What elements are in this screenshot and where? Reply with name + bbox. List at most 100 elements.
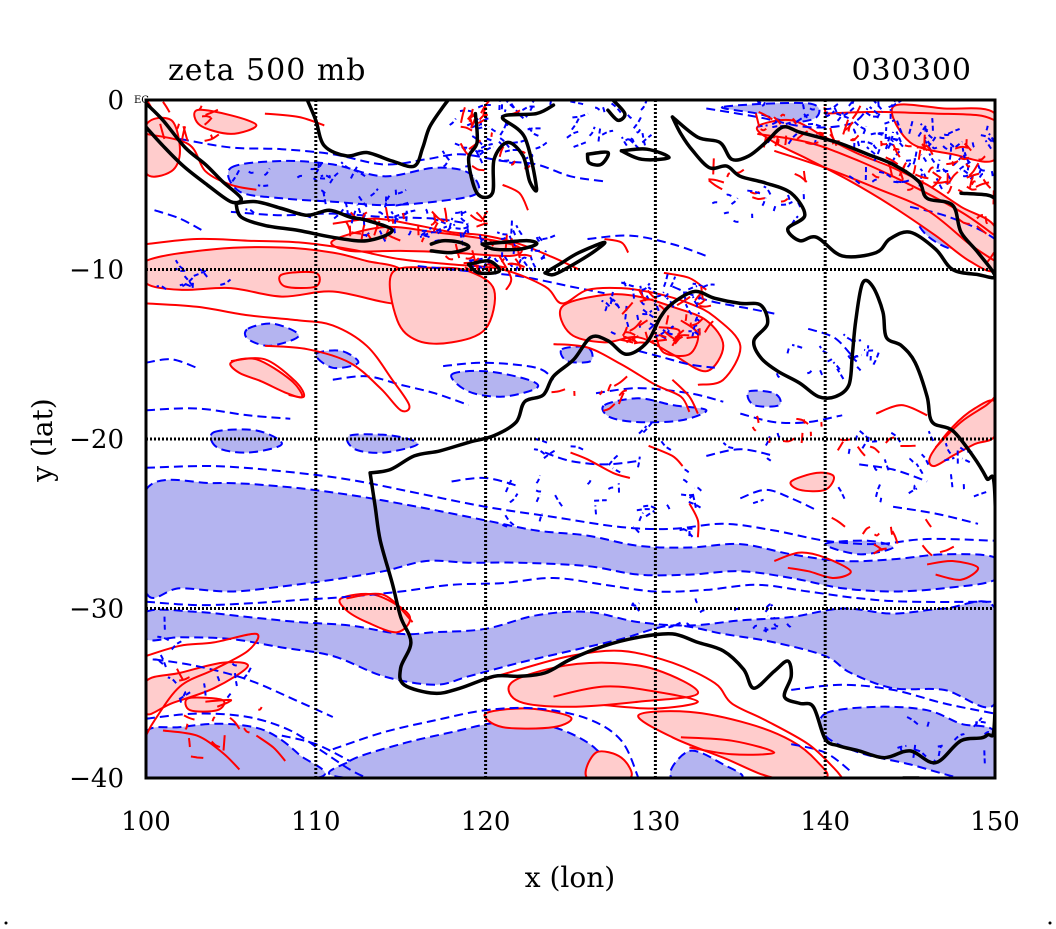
negative-noise-contour	[985, 125, 989, 131]
negative-noise-contour	[488, 125, 497, 133]
positive-noise-contour	[969, 176, 974, 188]
positive-contour-line	[346, 592, 414, 623]
negative-noise-contour	[682, 478, 688, 484]
negative-noise-contour	[694, 312, 701, 322]
negative-fill-region	[346, 433, 419, 454]
negative-noise-contour	[233, 670, 238, 687]
negative-noise-contour	[532, 248, 540, 252]
negative-contour-line	[807, 327, 852, 356]
negative-noise-contour	[638, 512, 644, 522]
positive-fill-region	[584, 750, 633, 778]
negative-noise-contour	[356, 193, 368, 208]
positive-contour-line	[255, 734, 286, 762]
negative-noise-contour	[917, 124, 928, 138]
negative-noise-contour	[954, 140, 963, 148]
positive-noise-contour	[847, 124, 851, 132]
negative-contour-line	[146, 358, 198, 369]
negative-noise-contour	[664, 290, 670, 298]
negative-noise-contour	[475, 151, 484, 164]
positive-noise-contour	[204, 133, 220, 142]
positive-noise-contour	[959, 156, 970, 161]
negative-noise-contour	[806, 368, 814, 375]
negative-noise-contour	[344, 202, 349, 216]
positive-noise-contour	[885, 156, 899, 166]
negative-noise-contour	[508, 235, 517, 248]
y-tick-label: −30	[69, 595, 124, 625]
negative-noise-contour	[636, 508, 652, 512]
negative-noise-contour	[340, 161, 350, 170]
coastline-timor	[543, 240, 607, 277]
negative-noise-contour	[895, 131, 902, 143]
negative-fill-layer	[146, 101, 995, 778]
negative-noise-contour	[683, 621, 692, 628]
negative-noise-contour	[514, 257, 523, 272]
negative-noise-contour	[216, 675, 221, 682]
positive-noise-contour	[513, 245, 519, 250]
negative-noise-contour	[897, 744, 907, 749]
positive-noise-contour	[465, 255, 475, 260]
negative-noise-contour	[182, 690, 188, 697]
negative-noise-contour	[423, 230, 438, 237]
negative-noise-contour	[175, 267, 186, 272]
negative-noise-contour	[459, 216, 466, 223]
positive-noise-contour	[917, 149, 922, 160]
negative-noise-contour	[597, 125, 602, 142]
positive-noise-contour	[175, 123, 180, 131]
negative-noise-contour	[525, 105, 534, 118]
positive-fill-region	[558, 293, 725, 373]
positive-noise-contour	[430, 220, 437, 226]
negative-noise-contour	[493, 257, 499, 263]
negative-noise-contour	[895, 179, 910, 184]
coastline-halmahera	[606, 100, 627, 123]
negative-noise-contour	[535, 494, 541, 503]
negative-noise-contour	[642, 420, 654, 434]
coastline-new-guinea	[670, 115, 995, 280]
negative-noise-contour	[632, 114, 643, 129]
negative-noise-contour	[568, 445, 584, 451]
y-tick-label: −20	[69, 425, 124, 455]
negative-fill-region	[146, 600, 995, 709]
positive-noise-contour	[891, 530, 899, 544]
negative-noise-contour	[937, 745, 943, 757]
positive-noise-contour	[658, 333, 667, 339]
negative-noise-contour	[843, 107, 855, 117]
negative-noise-contour	[791, 343, 803, 349]
negative-noise-contour	[920, 453, 930, 466]
positive-noise-contour	[603, 403, 616, 412]
x-tick-label: 100	[121, 807, 171, 837]
chart-title-right: 030300	[851, 53, 972, 88]
page-corner-dot-right	[1048, 921, 1052, 925]
negative-noise-contour	[832, 106, 838, 113]
negative-noise-contour	[764, 603, 774, 613]
positive-noise-contour	[205, 108, 219, 116]
negative-noise-contour	[681, 493, 698, 497]
positive-noise-contour	[907, 187, 914, 191]
positive-noise-contour	[773, 116, 782, 125]
negative-noise-contour	[624, 318, 630, 328]
positive-noise-contour	[467, 113, 475, 121]
negative-noise-contour	[383, 195, 391, 208]
negative-noise-contour	[394, 188, 397, 195]
positive-noise-contour	[402, 212, 405, 220]
positive-noise-contour	[621, 326, 628, 337]
negative-noise-contour	[926, 720, 930, 727]
negative-noise-contour	[230, 661, 237, 667]
positive-noise-contour	[672, 329, 685, 342]
negative-noise-contour	[643, 504, 657, 510]
negative-noise-contour	[920, 153, 928, 163]
positive-noise-contour	[514, 258, 523, 270]
positive-noise-contour	[646, 289, 658, 301]
negative-noise-contour	[607, 486, 615, 490]
coastline-sumbawa	[429, 238, 471, 255]
negative-noise-contour	[535, 489, 542, 493]
negative-noise-contour	[608, 329, 616, 335]
negative-noise-contour	[870, 132, 884, 136]
negative-noise-contour	[765, 435, 771, 446]
positive-noise-contour	[507, 262, 519, 266]
negative-noise-contour	[446, 223, 456, 232]
negative-noise-contour	[627, 114, 633, 120]
positive-contour-line	[146, 302, 411, 413]
positive-noise-contour	[676, 296, 691, 307]
negative-noise-contour	[653, 302, 660, 312]
negative-noise-contour	[397, 189, 407, 195]
